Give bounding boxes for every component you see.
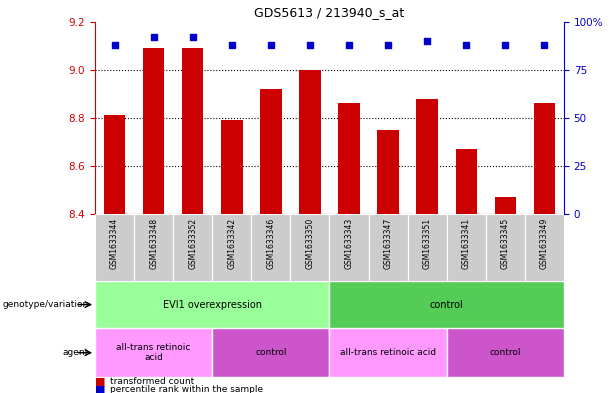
Bar — [221, 120, 243, 214]
Bar — [134, 214, 173, 281]
Title: GDS5613 / 213940_s_at: GDS5613 / 213940_s_at — [254, 6, 405, 19]
Bar — [95, 328, 212, 377]
Text: GSM1633350: GSM1633350 — [305, 218, 314, 269]
Bar — [378, 130, 399, 214]
Bar — [291, 214, 330, 281]
Text: agent: agent — [63, 348, 89, 357]
Bar — [455, 149, 477, 214]
Text: control: control — [255, 348, 287, 357]
Bar — [447, 214, 486, 281]
Point — [422, 38, 432, 44]
Bar — [212, 214, 251, 281]
Point — [500, 42, 510, 48]
Text: GSM1633348: GSM1633348 — [149, 218, 158, 269]
Text: all-trans retinoic
acid: all-trans retinoic acid — [116, 343, 191, 362]
Point — [227, 42, 237, 48]
Bar — [408, 214, 447, 281]
Text: GSM1633342: GSM1633342 — [227, 218, 236, 269]
Text: ■: ■ — [95, 385, 105, 393]
Point — [462, 42, 471, 48]
Text: GSM1633349: GSM1633349 — [540, 218, 549, 269]
Bar — [95, 214, 134, 281]
Bar — [104, 116, 125, 214]
Bar — [495, 197, 516, 214]
Text: transformed count: transformed count — [110, 377, 194, 386]
Bar — [368, 214, 408, 281]
Bar — [260, 89, 281, 214]
Bar — [182, 48, 204, 214]
Point — [383, 42, 393, 48]
Point — [305, 42, 315, 48]
Bar — [534, 103, 555, 214]
Point — [110, 42, 120, 48]
Text: GSM1633343: GSM1633343 — [345, 218, 354, 269]
Text: percentile rank within the sample: percentile rank within the sample — [110, 386, 264, 393]
Text: GSM1633346: GSM1633346 — [267, 218, 275, 269]
Bar — [486, 214, 525, 281]
Bar — [330, 281, 564, 328]
Point — [539, 42, 549, 48]
Bar — [143, 48, 164, 214]
Point — [149, 34, 159, 40]
Bar — [525, 214, 564, 281]
Text: control: control — [490, 348, 521, 357]
Text: GSM1633344: GSM1633344 — [110, 218, 119, 269]
Bar — [173, 214, 212, 281]
Point — [266, 42, 276, 48]
Bar — [330, 328, 447, 377]
Bar — [212, 328, 330, 377]
Text: EVI1 overexpression: EVI1 overexpression — [162, 299, 262, 310]
Bar — [338, 103, 360, 214]
Text: all-trans retinoic acid: all-trans retinoic acid — [340, 348, 436, 357]
Bar — [447, 328, 564, 377]
Point — [188, 34, 197, 40]
Bar — [299, 70, 321, 214]
Text: control: control — [430, 299, 463, 310]
Bar — [95, 281, 330, 328]
Point — [344, 42, 354, 48]
Text: GSM1633352: GSM1633352 — [188, 218, 197, 269]
Bar — [330, 214, 368, 281]
Text: GSM1633347: GSM1633347 — [384, 218, 392, 269]
Text: GSM1633351: GSM1633351 — [423, 218, 432, 269]
Text: GSM1633341: GSM1633341 — [462, 218, 471, 269]
Text: GSM1633345: GSM1633345 — [501, 218, 510, 269]
Text: ■: ■ — [95, 376, 105, 386]
Bar — [416, 99, 438, 214]
Text: genotype/variation: genotype/variation — [2, 300, 89, 309]
Bar — [251, 214, 291, 281]
